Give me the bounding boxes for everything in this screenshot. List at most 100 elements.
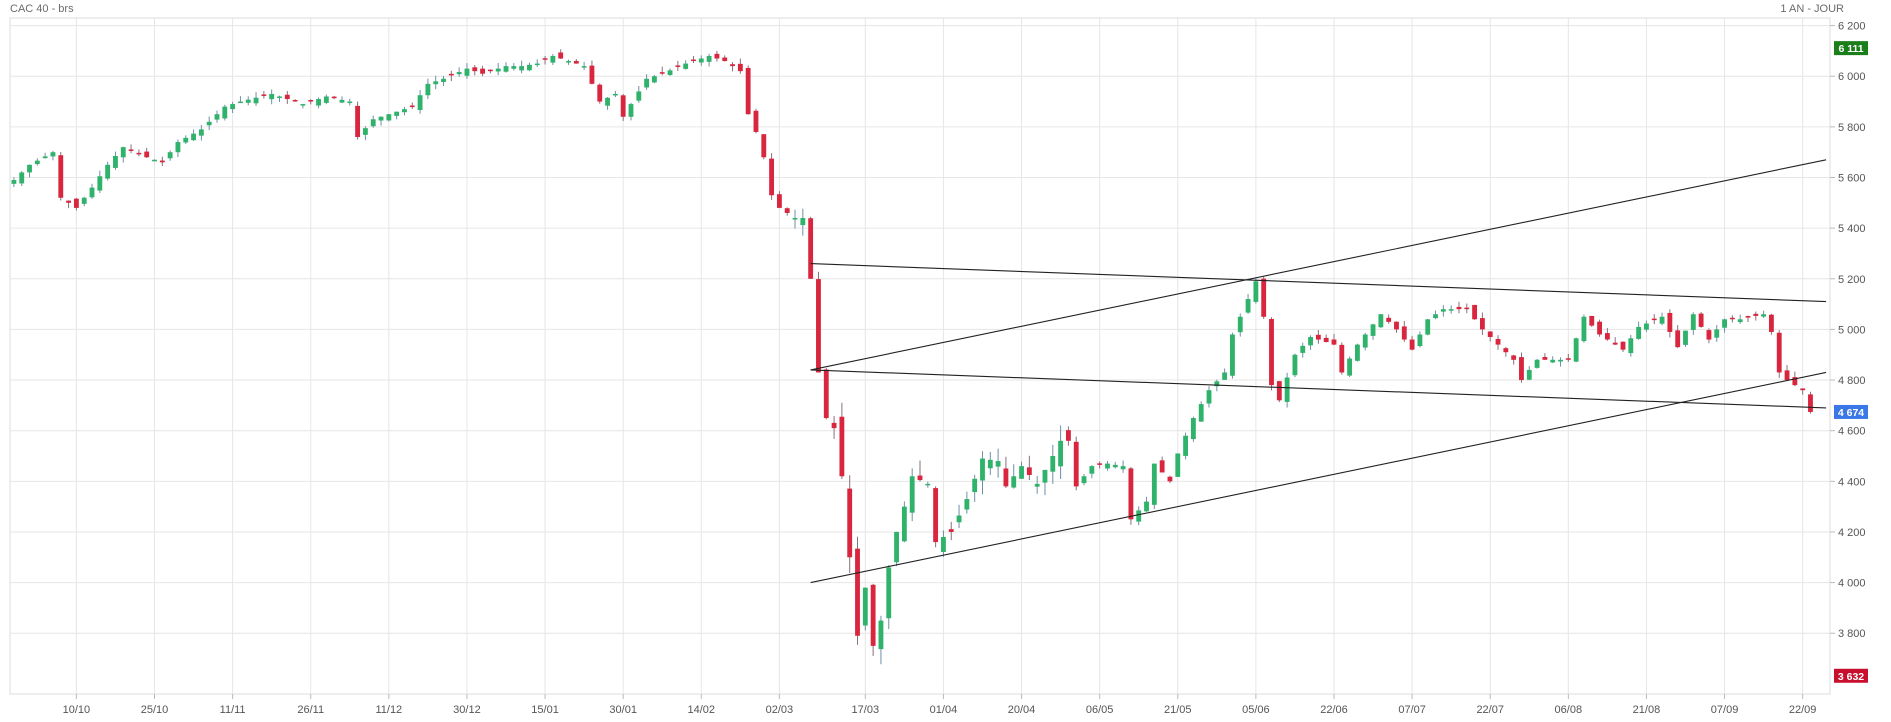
candle-body[interactable] (58, 155, 64, 198)
candle-body[interactable] (527, 64, 532, 71)
candle-body[interactable] (1440, 309, 1446, 312)
candle-body[interactable] (1019, 466, 1024, 479)
candle-body[interactable] (1542, 356, 1548, 360)
candle-body[interactable] (1261, 278, 1267, 317)
candle-body[interactable] (1034, 483, 1040, 487)
candle-body[interactable] (1784, 370, 1790, 381)
candle-body[interactable] (1128, 468, 1134, 520)
candle-body[interactable] (1339, 344, 1345, 373)
candle-body[interactable] (11, 180, 17, 184)
candle-body[interactable] (1198, 404, 1204, 422)
candle-body[interactable] (1050, 456, 1056, 472)
candle-body[interactable] (1472, 304, 1478, 320)
candle-body[interactable] (1214, 381, 1220, 387)
candle-body[interactable] (1245, 299, 1251, 313)
candle-body[interactable] (917, 475, 923, 481)
candle-body[interactable] (238, 101, 243, 104)
candle-body[interactable] (81, 197, 87, 204)
candle-body[interactable] (1190, 418, 1196, 440)
candle-body[interactable] (378, 116, 384, 121)
candle-body[interactable] (1167, 476, 1173, 482)
candle-body[interactable] (1347, 358, 1353, 376)
candle-body[interactable] (855, 548, 860, 636)
candle-body[interactable] (386, 114, 392, 121)
candle-body[interactable] (1237, 316, 1243, 333)
candle-body[interactable] (136, 152, 142, 155)
candle-body[interactable] (737, 63, 743, 72)
candle-body[interactable] (675, 65, 681, 67)
candle-body[interactable] (97, 176, 103, 191)
candle-body[interactable] (1120, 466, 1126, 470)
candle-body[interactable] (1386, 317, 1392, 322)
candle-body[interactable] (19, 172, 25, 184)
candle-body[interactable] (1433, 314, 1438, 319)
candle-body[interactable] (1112, 464, 1118, 468)
candle-body[interactable] (1253, 281, 1259, 302)
candle-body[interactable] (1284, 377, 1290, 402)
candle-body[interactable] (1573, 338, 1579, 362)
candle-body[interactable] (972, 478, 978, 493)
candle-body[interactable] (581, 66, 587, 68)
candle-body[interactable] (409, 105, 415, 108)
candle-body[interactable] (1644, 323, 1649, 330)
candle-body[interactable] (1183, 435, 1189, 456)
candle-body[interactable] (691, 59, 696, 62)
candle-body[interactable] (1105, 463, 1110, 469)
candle-body[interactable] (347, 101, 353, 104)
candle-body[interactable] (1073, 441, 1079, 487)
candle-body[interactable] (1292, 354, 1298, 376)
candle-body[interactable] (1456, 306, 1462, 310)
candle-body[interactable] (448, 73, 454, 76)
candle-body[interactable] (1667, 312, 1673, 332)
candle-body[interactable] (1690, 314, 1696, 330)
candle-body[interactable] (1230, 334, 1235, 376)
candle-body[interactable] (167, 152, 173, 159)
candle-body[interactable] (901, 506, 907, 542)
candle-body[interactable] (573, 60, 579, 64)
candle-body[interactable] (1065, 430, 1071, 441)
candle-body[interactable] (1011, 476, 1017, 488)
candle-body[interactable] (722, 57, 728, 62)
candle-body[interactable] (456, 72, 462, 75)
candle-body[interactable] (1776, 332, 1782, 373)
candle-body[interactable] (152, 159, 157, 162)
candle-body[interactable] (1714, 329, 1720, 338)
candle-body[interactable] (27, 164, 32, 173)
candle-body[interactable] (1659, 316, 1665, 324)
candle-body[interactable] (745, 67, 751, 115)
candle-body[interactable] (800, 218, 806, 226)
candle-body[interactable] (472, 67, 478, 72)
candle-body[interactable] (191, 133, 196, 141)
candle-body[interactable] (230, 104, 236, 110)
candle-body[interactable] (269, 93, 275, 100)
candle-body[interactable] (113, 155, 118, 168)
candle-body[interactable] (50, 152, 56, 157)
candle-body[interactable] (253, 97, 259, 104)
candle-body[interactable] (878, 620, 884, 650)
candle-body[interactable] (1511, 355, 1517, 360)
candle-body[interactable] (323, 96, 329, 103)
candle-body[interactable] (1706, 330, 1712, 340)
candle-body[interactable] (808, 218, 814, 279)
candle-body[interactable] (847, 488, 853, 558)
candle-body[interactable] (1151, 463, 1157, 505)
candle-body[interactable] (628, 104, 634, 117)
candle-body[interactable] (222, 106, 228, 119)
candle-body[interactable] (316, 99, 321, 106)
candle-body[interactable] (753, 110, 759, 132)
candle-body[interactable] (277, 96, 282, 99)
candle-body[interactable] (1308, 337, 1313, 346)
candle-body[interactable] (589, 65, 595, 84)
candle-body[interactable] (636, 91, 642, 101)
candle-body[interactable] (331, 96, 337, 99)
candle-body[interactable] (667, 70, 673, 76)
candle-body[interactable] (894, 531, 899, 563)
candle-body[interactable] (1378, 314, 1384, 328)
candle-body[interactable] (42, 156, 48, 159)
candle-body[interactable] (362, 128, 368, 135)
candle-body[interactable] (308, 100, 314, 102)
candle-body[interactable] (1683, 330, 1688, 345)
candle-body[interactable] (1792, 377, 1798, 386)
candle-body[interactable] (1136, 510, 1142, 522)
candle-body[interactable] (1425, 319, 1431, 335)
